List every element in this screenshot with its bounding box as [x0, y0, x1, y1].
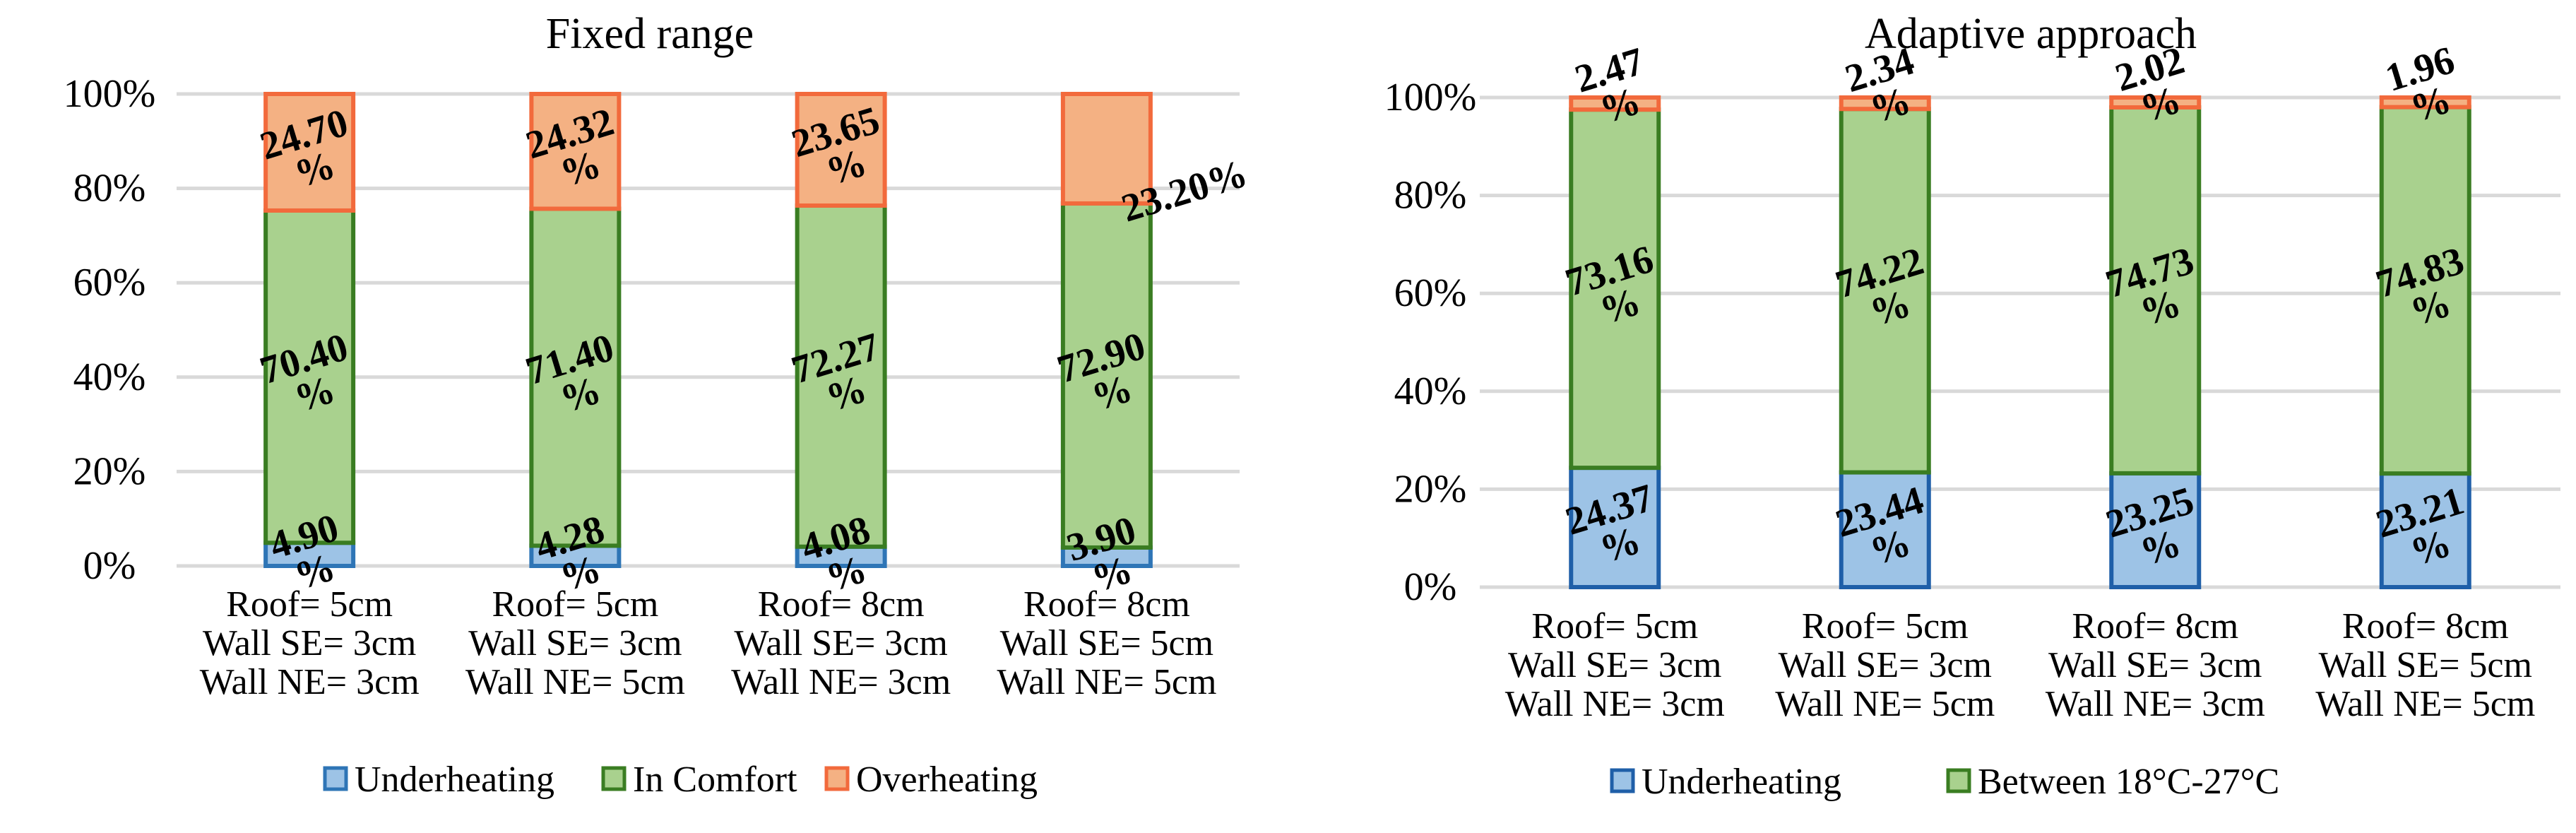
category-label: Roof= 8cm — [758, 584, 925, 625]
category-label: Wall SE= 3cm — [734, 623, 947, 663]
y-tick-label: 0% — [83, 544, 136, 588]
chart-title: Fixed range — [546, 10, 754, 58]
bar-segment — [2109, 105, 2202, 475]
bar-segment — [1060, 201, 1153, 550]
category-label: Wall SE= 3cm — [468, 623, 682, 663]
category-label: Wall SE= 3cm — [1779, 645, 1992, 685]
bar-segment — [529, 92, 622, 211]
category-label: Wall NE= 5cm — [2315, 684, 2535, 724]
category-label: Wall NE= 5cm — [1775, 684, 1995, 724]
category-label: Wall SE= 5cm — [2319, 645, 2532, 685]
bar-segment — [529, 543, 622, 569]
category-label: Roof= 5cm — [1802, 606, 1969, 646]
y-tick-label: 40% — [1394, 370, 1467, 413]
bar-segment — [2109, 95, 2202, 110]
bar-segment — [263, 92, 356, 213]
category-label: Roof= 8cm — [2072, 606, 2238, 646]
category-label: Wall SE= 3cm — [2048, 645, 2262, 685]
chart-title: Adaptive approach — [1865, 10, 2197, 58]
y-tick-label: 60% — [73, 261, 146, 305]
category-label: Wall NE= 5cm — [465, 662, 685, 702]
bar-segment — [795, 203, 887, 549]
bar-segment — [2379, 471, 2471, 590]
category-label: Wall NE= 3cm — [1505, 684, 1725, 724]
bar-segment — [795, 92, 887, 208]
category-label: Wall SE= 5cm — [1000, 623, 1213, 663]
bar-segment — [2379, 105, 2471, 476]
legend-label: Between 18°C-27°C — [1978, 762, 2279, 802]
bar-segment — [1839, 107, 1931, 475]
y-tick-label: 40% — [73, 355, 146, 399]
legend-swatch — [1610, 768, 1635, 793]
bar-segment — [1060, 92, 1153, 206]
category-label: Roof= 5cm — [492, 584, 658, 625]
category-label: Wall SE= 3cm — [203, 623, 416, 663]
legend-label: In Comfort — [633, 760, 797, 800]
category-label: Roof= 8cm — [2342, 606, 2509, 646]
y-tick-label: 0% — [1404, 565, 1457, 609]
bar-segment — [1839, 470, 1931, 589]
legend-label: Underheating — [1642, 762, 1841, 802]
y-tick-label: 80% — [73, 167, 146, 211]
category-label: Wall NE= 3cm — [200, 662, 420, 702]
legend-swatch — [1946, 768, 1971, 793]
bar-segment — [1569, 95, 1661, 112]
legend-label: Overheating — [856, 760, 1038, 800]
bar-segment — [1569, 107, 1661, 471]
category-label: Wall NE= 5cm — [997, 662, 1216, 702]
legend-swatch — [323, 766, 348, 791]
category-label: Wall NE= 3cm — [731, 662, 951, 702]
category-label: Roof= 5cm — [226, 584, 393, 625]
y-tick-label: 100% — [64, 72, 156, 116]
category-label: Roof= 5cm — [1531, 606, 1698, 646]
bar-segment — [1839, 95, 1931, 112]
category-label: Roof= 8cm — [1023, 584, 1190, 625]
y-tick-label: 80% — [1394, 174, 1467, 218]
category-label: Wall SE= 3cm — [1508, 645, 1721, 685]
y-tick-label: 20% — [73, 449, 146, 493]
y-tick-label: 100% — [1384, 76, 1477, 119]
bar-segment — [263, 208, 356, 545]
bar-segment — [1569, 466, 1661, 589]
category-label: Wall NE= 3cm — [2046, 684, 2265, 724]
bar-segment — [2379, 95, 2471, 110]
bar-segment — [1060, 545, 1153, 568]
adaptive-approach-chart: Adaptive approach 0% 20% 40% 60% 80% 100% Roof=… — [1384, 10, 2560, 802]
y-tick-label: 60% — [1394, 271, 1467, 315]
legend-label: Underheating — [355, 760, 554, 800]
y-tick-label: 20% — [1394, 467, 1467, 511]
bar-segment — [795, 544, 887, 569]
legend-swatch — [824, 766, 850, 791]
legend-swatch — [601, 766, 627, 791]
